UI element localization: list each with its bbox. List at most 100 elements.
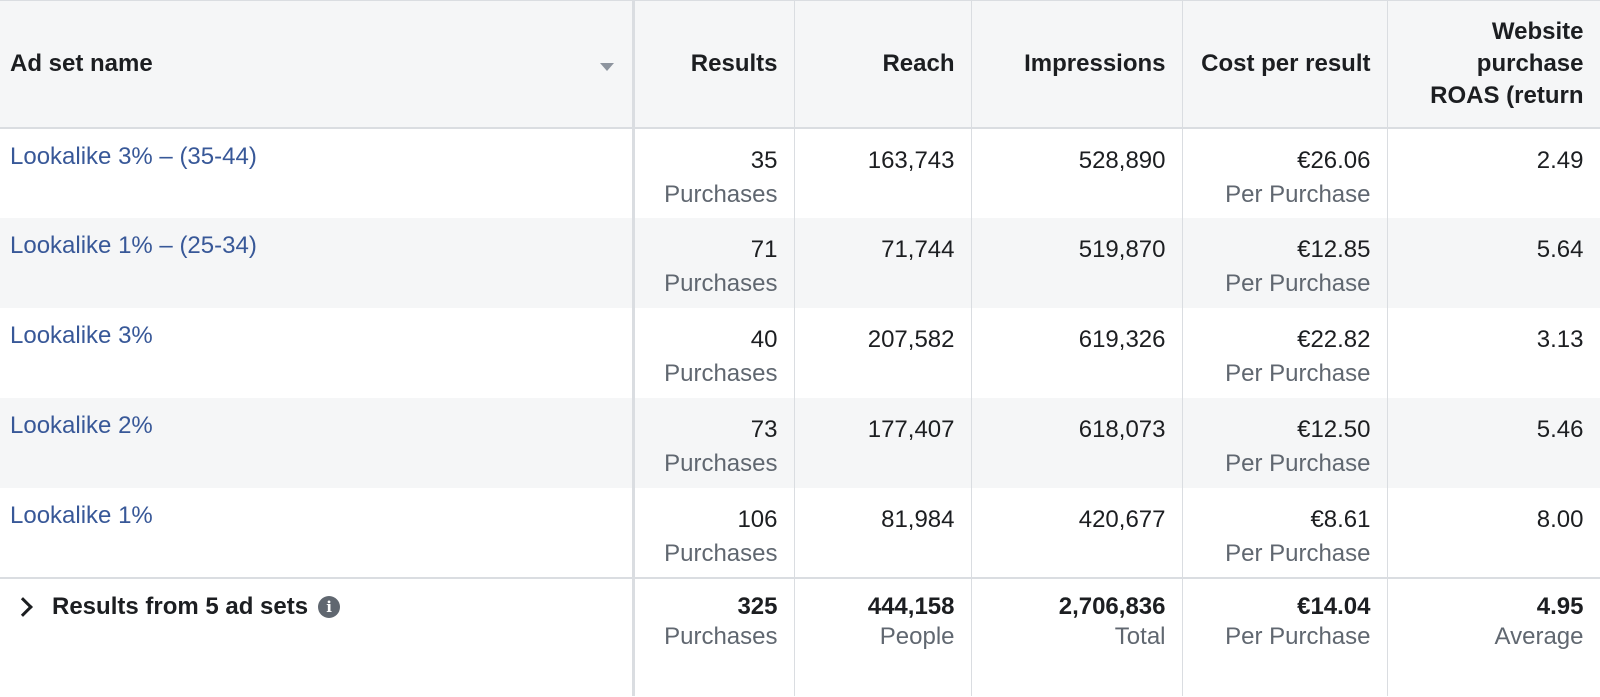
total-impressions-unit: Total bbox=[1114, 623, 1166, 650]
results-unit: Purchases bbox=[664, 540, 778, 567]
results-value: 73 bbox=[750, 416, 778, 443]
roas-value: 2.49 bbox=[1536, 147, 1584, 174]
column-header-label: purchase bbox=[1476, 50, 1584, 77]
impressions-cell: 528,890 bbox=[971, 128, 1183, 218]
ad-set-name-cell: Lookalike 3% – (35-44) bbox=[0, 128, 635, 218]
impressions-value: 420,677 bbox=[1078, 506, 1166, 533]
ad-set-link[interactable]: Lookalike 3% bbox=[10, 322, 153, 349]
cost-unit: Per Purchase bbox=[1225, 270, 1371, 297]
table-row: Lookalike 2% 73 Purchases 177,407 618,073… bbox=[0, 398, 1600, 488]
impressions-cell: 420,677 bbox=[971, 488, 1183, 578]
column-header-label: Cost per result bbox=[1201, 50, 1371, 77]
column-header-ad-set-name[interactable]: Ad set name bbox=[0, 1, 635, 129]
ad-set-link[interactable]: Lookalike 2% bbox=[10, 412, 153, 439]
roas-value: 5.46 bbox=[1536, 416, 1584, 443]
results-cell: 35 Purchases bbox=[633, 128, 795, 218]
cost-unit: Per Purchase bbox=[1225, 181, 1371, 208]
column-header-label: Results bbox=[690, 50, 778, 77]
total-cost-unit: Per Purchase bbox=[1225, 623, 1371, 650]
ad-set-name-cell: Lookalike 3% bbox=[0, 308, 635, 398]
cost-unit: Per Purchase bbox=[1225, 360, 1371, 387]
results-value: 71 bbox=[750, 236, 778, 263]
total-cost-value: €14.04 bbox=[1297, 593, 1371, 620]
cost-unit: Per Purchase bbox=[1225, 450, 1371, 477]
cost-value: €12.50 bbox=[1297, 416, 1371, 443]
results-unit: Purchases bbox=[664, 270, 778, 297]
total-reach-value: 444,158 bbox=[867, 593, 955, 620]
impressions-value: 528,890 bbox=[1078, 147, 1166, 174]
ad-set-name-cell: Lookalike 2% bbox=[0, 398, 635, 488]
column-header-label: Impressions bbox=[1024, 50, 1166, 77]
impressions-cell: 618,073 bbox=[971, 398, 1183, 488]
roas-cell: 3.13 bbox=[1387, 308, 1600, 398]
column-header-cost-per-result[interactable]: Cost per result bbox=[1182, 1, 1388, 129]
ad-set-link[interactable]: Lookalike 3% – (35-44) bbox=[10, 143, 257, 170]
cost-cell: €26.06 Per Purchase bbox=[1182, 128, 1388, 218]
reach-value: 81,984 bbox=[881, 506, 955, 533]
column-header-label: Website bbox=[1491, 18, 1584, 45]
results-cell: 71 Purchases bbox=[633, 218, 795, 308]
column-header-label: ROAS (return bbox=[1430, 82, 1584, 109]
impressions-cell: 619,326 bbox=[971, 308, 1183, 398]
total-roas-unit: Average bbox=[1494, 623, 1584, 650]
impressions-value: 618,073 bbox=[1078, 416, 1166, 443]
total-results-value: 325 bbox=[737, 593, 778, 620]
results-unit: Purchases bbox=[664, 360, 778, 387]
reach-cell: 81,984 bbox=[794, 488, 972, 578]
column-header-impressions[interactable]: Impressions bbox=[971, 1, 1183, 129]
cost-cell: €22.82 Per Purchase bbox=[1182, 308, 1388, 398]
chevron-down-icon[interactable] bbox=[599, 63, 614, 71]
reach-value: 207,582 bbox=[867, 326, 955, 353]
cost-cell: €12.85 Per Purchase bbox=[1182, 218, 1388, 308]
results-value: 106 bbox=[737, 506, 778, 533]
total-results-unit: Purchases bbox=[664, 623, 778, 650]
roas-value: 3.13 bbox=[1536, 326, 1584, 353]
total-roas-value: 4.95 bbox=[1536, 593, 1584, 620]
chevron-right-icon[interactable] bbox=[13, 597, 33, 617]
cost-value: €12.85 bbox=[1297, 236, 1371, 263]
roas-cell: 5.46 bbox=[1387, 398, 1600, 488]
roas-value: 8.00 bbox=[1536, 506, 1584, 533]
impressions-value: 619,326 bbox=[1078, 326, 1166, 353]
total-reach-unit: People bbox=[879, 623, 955, 650]
reach-value: 71,744 bbox=[881, 236, 955, 263]
column-header-roas[interactable]: Website purchase ROAS (return bbox=[1387, 1, 1600, 129]
table-row: Lookalike 1% – (25-34) 71 Purchases 71,74… bbox=[0, 218, 1600, 308]
results-value: 40 bbox=[750, 326, 778, 353]
reach-cell: 163,743 bbox=[794, 128, 972, 218]
roas-cell: 8.00 bbox=[1387, 488, 1600, 578]
cost-value: €22.82 bbox=[1297, 326, 1371, 353]
table-row: Lookalike 3% – (35-44) 35 Purchases 163,7… bbox=[0, 128, 1600, 218]
results-unit: Purchases bbox=[664, 450, 778, 477]
column-header-label: Reach bbox=[882, 50, 955, 77]
info-icon[interactable]: i bbox=[318, 596, 341, 618]
cost-cell: €8.61 Per Purchase bbox=[1182, 488, 1388, 578]
cost-value: €8.61 bbox=[1310, 506, 1371, 533]
column-header-results[interactable]: Results bbox=[633, 1, 795, 129]
total-results-cell: 325 Purchases bbox=[633, 577, 795, 696]
column-header-label: Ad set name bbox=[10, 50, 153, 77]
results-cell: 40 Purchases bbox=[633, 308, 795, 398]
results-cell: 106 Purchases bbox=[633, 488, 795, 578]
column-header-reach[interactable]: Reach bbox=[794, 1, 972, 129]
cost-unit: Per Purchase bbox=[1225, 540, 1371, 567]
table-row: Lookalike 1% 106 Purchases 81,984 420,677… bbox=[0, 488, 1600, 578]
summary-label: Results from 5 ad sets bbox=[52, 593, 309, 620]
total-reach-cell: 444,158 People bbox=[794, 577, 972, 696]
results-unit: Purchases bbox=[664, 181, 778, 208]
reach-cell: 71,744 bbox=[794, 218, 972, 308]
reach-cell: 177,407 bbox=[794, 398, 972, 488]
reach-value: 177,407 bbox=[867, 416, 955, 443]
total-impressions-cell: 2,706,836 Total bbox=[971, 577, 1183, 696]
ad-set-name-cell: Lookalike 1% bbox=[0, 488, 635, 578]
summary-row: Results from 5 ad sets i 325 Purchases 44… bbox=[0, 577, 1600, 696]
ad-set-link[interactable]: Lookalike 1% – (25-34) bbox=[10, 232, 257, 259]
impressions-cell: 519,870 bbox=[971, 218, 1183, 308]
header-row: Ad set name Results Reach Impressions Co… bbox=[0, 1, 1600, 129]
summary-label-cell: Results from 5 ad sets i bbox=[0, 577, 635, 696]
total-impressions-value: 2,706,836 bbox=[1058, 593, 1166, 620]
ad-set-link[interactable]: Lookalike 1% bbox=[10, 502, 153, 529]
cost-value: €26.06 bbox=[1297, 147, 1371, 174]
total-roas-cell: 4.95 Average bbox=[1387, 577, 1600, 696]
